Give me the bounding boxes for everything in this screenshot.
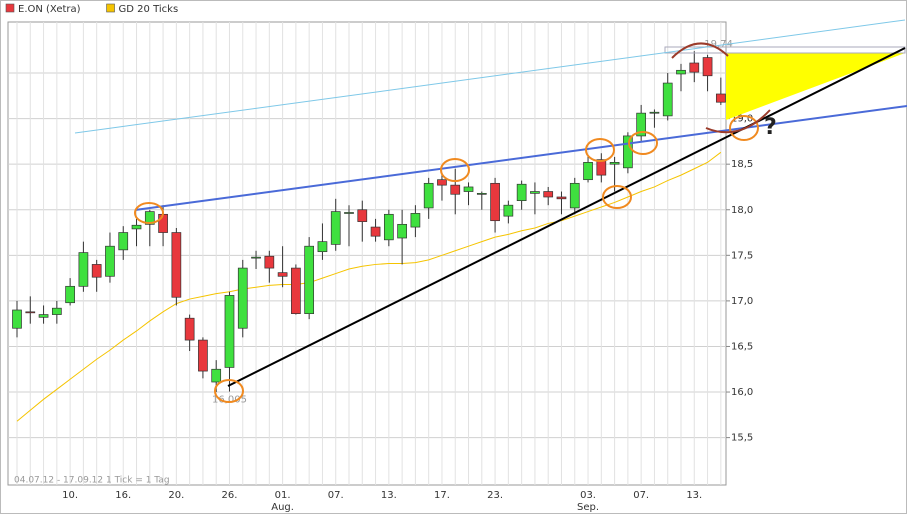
y-tick-label: 19,0 [731,114,753,125]
x-sublabel: Aug. [271,502,294,513]
box [664,46,906,54]
candle-body [237,267,248,329]
candle-body [516,183,527,201]
x-tick-label: 13. [686,490,702,501]
y-tick-label: 18,0 [731,205,753,216]
candle-body [397,223,407,239]
candle-body [383,213,394,241]
marks: 16,005 19,74 [12,39,733,422]
candle-body [569,182,580,209]
candle-body [689,62,700,73]
x-tick-label: 01. [275,490,291,501]
footer: 04.07.12 - 17.09.12 1 Tick = 1 Tag [14,476,170,486]
candle-body [556,196,567,200]
candle-body [344,212,354,214]
candle-body [410,213,421,228]
candle-body [144,211,155,225]
candle-body [118,232,129,251]
y-tick-label: 17,5 [731,250,753,261]
candle-body [662,82,673,117]
candle-body [304,245,315,315]
candle-body [423,182,434,209]
candle-body [530,191,540,194]
curve [705,109,771,134]
x-tick-label: 13. [381,490,397,501]
candle-body [38,314,49,318]
candle-body [370,226,381,237]
x-tick-label: 16. [115,490,131,501]
candle-body [476,192,487,195]
candle-body [503,204,514,217]
x-tick-label: 26. [222,490,238,501]
candle-body [198,339,208,372]
trend-line [134,105,907,211]
candle-body [158,213,168,233]
candle-body [357,209,368,222]
candle-body [291,267,301,315]
x-tick-label: 07. [633,490,649,501]
legend-swatch [5,3,15,13]
candle-body [437,179,447,186]
y-tick-label: 18,5 [731,159,753,170]
x-sublabel: Sep. [577,502,599,513]
candle-body [623,135,633,169]
line [16,151,722,422]
x-tick-label: 23. [487,490,503,501]
candle-body [317,241,328,253]
x-tick-label: 07. [328,490,344,501]
x-tick-label: 17. [434,490,450,501]
candle-body [450,184,461,195]
candle-body [676,69,686,75]
candle-body [78,252,89,287]
x-tick-label: 20. [168,490,184,501]
candle-body [12,309,22,329]
y-tick-label: 16,5 [731,341,753,352]
candle-body [543,191,554,198]
candle-body [702,57,713,77]
trend-line [227,47,906,387]
grid: 15,516,016,517,017,518,018,519,019,510.1… [8,22,753,513]
candle-body [184,317,195,341]
x-tick-label: 10. [62,490,78,501]
candle-body [65,285,75,304]
candle-body [131,224,142,230]
candle-body [490,182,500,222]
candle-body [51,307,62,315]
candle-body [171,232,182,298]
candle-body [277,272,288,277]
high-label: 19,74 [704,39,733,50]
candle-body [224,295,235,368]
candle-body [596,159,607,176]
candle-body [583,162,593,181]
circles [134,115,759,403]
candle-body [636,112,647,137]
candle-body [105,245,115,277]
candle-body [609,162,620,165]
candle-body [649,111,660,114]
legend-swatch [106,3,115,13]
legend: E.ON (Xetra) GD 20 Ticks [5,3,179,15]
candle-body [264,255,275,269]
plot-area [7,21,727,486]
trend-line [74,19,906,134]
legend-label: GD 20 Ticks [119,4,179,15]
y-tick-label: 15,5 [731,433,753,444]
candle-body [463,186,474,192]
candle-body [330,211,341,245]
question-mark: ? [764,115,777,140]
y-tick-label: 16,0 [731,387,753,398]
curve [671,42,729,59]
candle-body [251,256,261,259]
candle-body [25,311,36,314]
drawings: ? [74,19,907,403]
y-tick-label: 17,0 [731,296,753,307]
x-tick-label: 03. [580,490,596,501]
low-label: 16,005 [212,395,247,406]
candle-body [211,368,222,383]
candle-body [91,264,102,278]
legend-label: E.ON (Xetra) [18,4,81,15]
candle-body [715,93,726,103]
